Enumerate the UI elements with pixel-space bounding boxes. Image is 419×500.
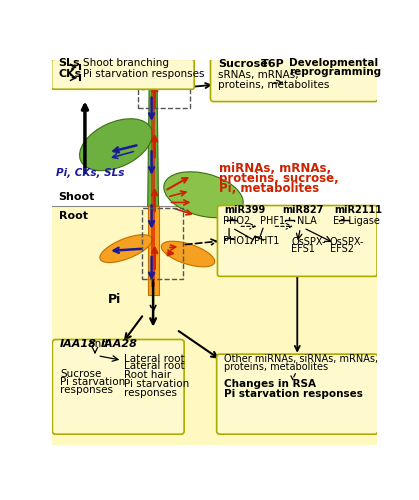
Ellipse shape bbox=[139, 76, 155, 90]
FancyBboxPatch shape bbox=[217, 354, 378, 434]
Text: Pi starvation: Pi starvation bbox=[124, 379, 189, 389]
Polygon shape bbox=[148, 76, 158, 206]
Text: NLA: NLA bbox=[297, 216, 317, 226]
Text: Pi, CKs, SLs: Pi, CKs, SLs bbox=[56, 168, 124, 177]
Text: PHF1: PHF1 bbox=[260, 216, 285, 226]
Text: Pi starvation: Pi starvation bbox=[60, 377, 125, 387]
Ellipse shape bbox=[164, 172, 243, 218]
Text: Root hair: Root hair bbox=[124, 370, 171, 380]
Ellipse shape bbox=[161, 241, 215, 267]
Text: reprogramming: reprogramming bbox=[289, 66, 381, 76]
FancyBboxPatch shape bbox=[52, 59, 194, 90]
Text: Other miRNAs, siRNAs, mRNAs,: Other miRNAs, siRNAs, mRNAs, bbox=[225, 354, 378, 364]
Text: Pi starvation responses: Pi starvation responses bbox=[83, 69, 205, 79]
Text: Lateral root: Lateral root bbox=[124, 361, 184, 371]
Text: proteins, metabolites: proteins, metabolites bbox=[218, 80, 330, 90]
Ellipse shape bbox=[153, 74, 169, 87]
Text: PHT1: PHT1 bbox=[254, 236, 279, 246]
Text: E3 Ligase: E3 Ligase bbox=[333, 216, 380, 226]
Text: miR2111: miR2111 bbox=[334, 205, 383, 215]
Polygon shape bbox=[151, 76, 155, 206]
Text: and: and bbox=[85, 339, 111, 349]
Text: Pi: Pi bbox=[108, 292, 122, 306]
Text: proteins, metabolites: proteins, metabolites bbox=[225, 362, 328, 372]
Text: Shoot: Shoot bbox=[59, 192, 95, 202]
Polygon shape bbox=[151, 206, 155, 287]
Text: EFS2: EFS2 bbox=[330, 244, 354, 254]
FancyBboxPatch shape bbox=[210, 58, 378, 102]
Text: Lateral root: Lateral root bbox=[124, 354, 184, 364]
Text: proteins, sucrose,: proteins, sucrose, bbox=[219, 172, 339, 184]
FancyBboxPatch shape bbox=[52, 206, 377, 445]
Text: Pi, metabolites: Pi, metabolites bbox=[219, 182, 319, 194]
Text: EFS1: EFS1 bbox=[291, 244, 315, 254]
Text: Shoot branching: Shoot branching bbox=[83, 58, 169, 68]
FancyBboxPatch shape bbox=[52, 340, 184, 434]
Text: Sucrose: Sucrose bbox=[218, 59, 268, 69]
Text: sRNAs, mRNAs,: sRNAs, mRNAs, bbox=[218, 70, 299, 81]
Text: OsSPX-: OsSPX- bbox=[291, 237, 326, 247]
Text: responses: responses bbox=[124, 388, 177, 398]
Ellipse shape bbox=[80, 118, 152, 171]
Text: miRNAs, mRNAs,: miRNAs, mRNAs, bbox=[219, 162, 331, 174]
Text: miR399: miR399 bbox=[225, 205, 266, 215]
Text: responses: responses bbox=[60, 386, 113, 396]
Ellipse shape bbox=[100, 234, 152, 262]
Text: OsSPX-: OsSPX- bbox=[330, 237, 365, 247]
Text: Pi starvation responses: Pi starvation responses bbox=[225, 390, 363, 400]
Text: IAA28: IAA28 bbox=[101, 339, 137, 349]
Text: miR827: miR827 bbox=[282, 205, 323, 215]
Text: T6P: T6P bbox=[261, 59, 285, 69]
Text: SLs: SLs bbox=[59, 58, 80, 68]
FancyBboxPatch shape bbox=[217, 206, 377, 276]
Text: Root: Root bbox=[59, 211, 88, 221]
Text: Changes in RSA: Changes in RSA bbox=[225, 379, 316, 389]
Polygon shape bbox=[148, 206, 158, 295]
Text: PHO2: PHO2 bbox=[223, 216, 250, 226]
FancyBboxPatch shape bbox=[52, 60, 377, 206]
Text: PHO1: PHO1 bbox=[223, 236, 250, 246]
Text: IAA18: IAA18 bbox=[60, 339, 97, 349]
Text: Sucrose: Sucrose bbox=[60, 369, 101, 379]
Text: CKs: CKs bbox=[59, 69, 82, 79]
Text: Developmental: Developmental bbox=[289, 58, 378, 68]
